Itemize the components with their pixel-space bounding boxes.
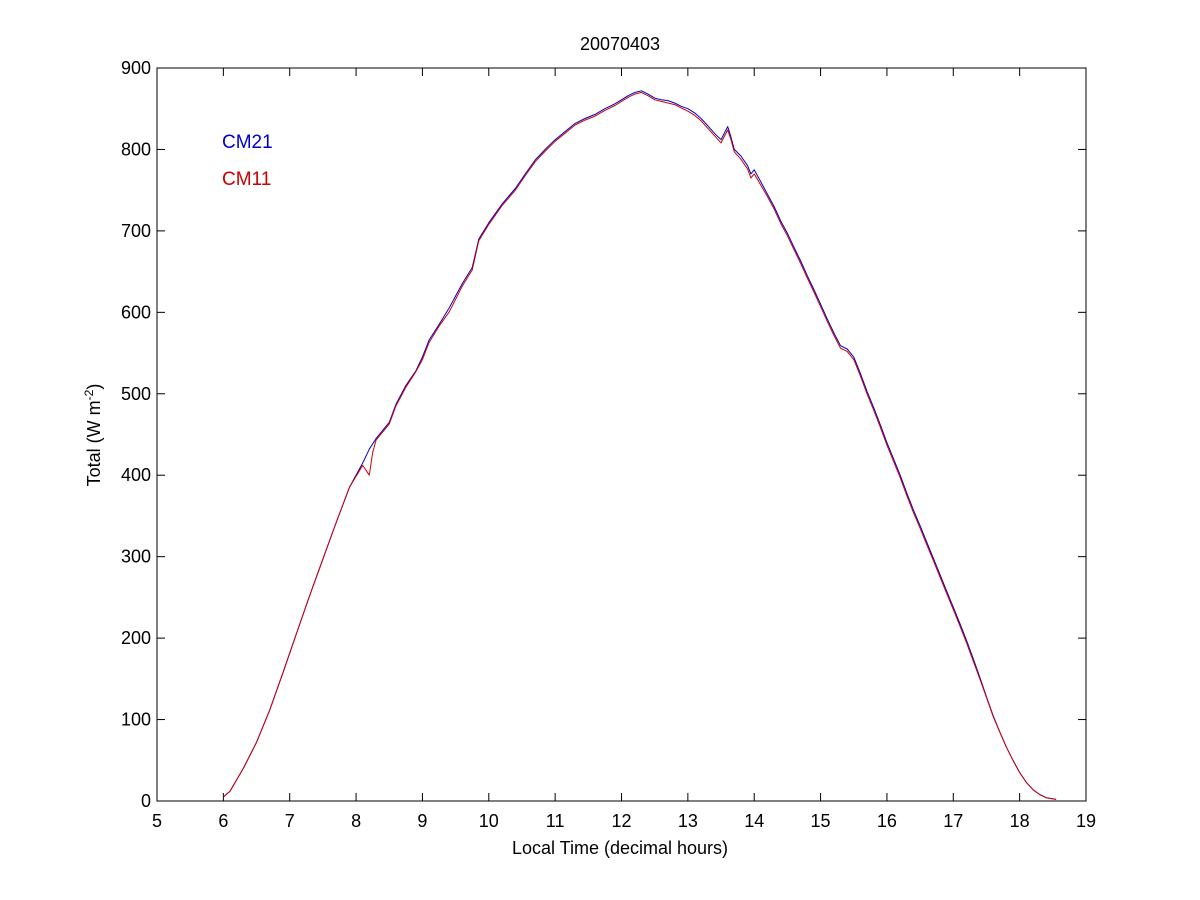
y-tick-label: 500 xyxy=(121,384,151,404)
x-tick-label: 15 xyxy=(811,811,831,831)
y-tick-label: 300 xyxy=(121,547,151,567)
x-tick-label: 19 xyxy=(1076,811,1096,831)
plot-area: 5 6 7 8 9 10 11 12 13 14 15 16 17 18 19 0 100 200 300 400 5… xyxy=(121,58,1096,831)
y-tick-label: 900 xyxy=(121,58,151,78)
x-tick-label: 8 xyxy=(351,811,361,831)
x-tick-label: 18 xyxy=(1010,811,1030,831)
x-tick-label: 16 xyxy=(877,811,897,831)
x-tick-label: 11 xyxy=(546,811,565,831)
x-tick-labels: 5 6 7 8 9 10 11 12 13 14 15 16 17 18 19 xyxy=(152,811,1096,831)
x-axis-label: Local Time (decimal hours) xyxy=(512,838,728,858)
legend-entry-cm11: CM11 xyxy=(222,169,271,190)
x-tick-label: 12 xyxy=(611,811,631,831)
x-tick-label: 13 xyxy=(678,811,698,831)
y-axis-label-close: ) xyxy=(84,384,104,390)
series-line-cm11 xyxy=(223,91,1057,800)
chart-title: 20070403 xyxy=(580,34,660,54)
axis-ticks xyxy=(156,67,1087,802)
x-tick-label: 14 xyxy=(744,811,764,831)
legend: CM21 CM11 xyxy=(222,132,273,190)
y-axis-label-superscript: -2 xyxy=(82,389,96,400)
y-axis-label-main: Total (W m xyxy=(84,400,104,486)
y-tick-label: 100 xyxy=(121,710,151,730)
y-tick-label: 0 xyxy=(141,791,151,811)
series-line-cm21 xyxy=(223,90,1057,800)
x-tick-label: 10 xyxy=(479,811,499,831)
y-tick-label: 700 xyxy=(121,221,151,241)
y-axis-label: Total (W m-2) xyxy=(82,384,104,487)
data-series xyxy=(223,90,1057,800)
x-tick-label: 17 xyxy=(943,811,963,831)
x-tick-label: 9 xyxy=(417,811,427,831)
y-tick-label: 200 xyxy=(121,628,151,648)
y-tick-labels: 0 100 200 300 400 500 600 700 800 900 xyxy=(121,58,151,811)
x-tick-label: 7 xyxy=(285,811,295,831)
legend-entry-cm21: CM21 xyxy=(222,132,273,153)
y-tick-label: 800 xyxy=(121,139,151,159)
x-tick-label: 6 xyxy=(218,811,228,831)
y-tick-label: 400 xyxy=(121,465,151,485)
x-tick-label: 5 xyxy=(152,811,162,831)
y-tick-label: 600 xyxy=(121,302,151,322)
axes-box xyxy=(156,67,1087,802)
